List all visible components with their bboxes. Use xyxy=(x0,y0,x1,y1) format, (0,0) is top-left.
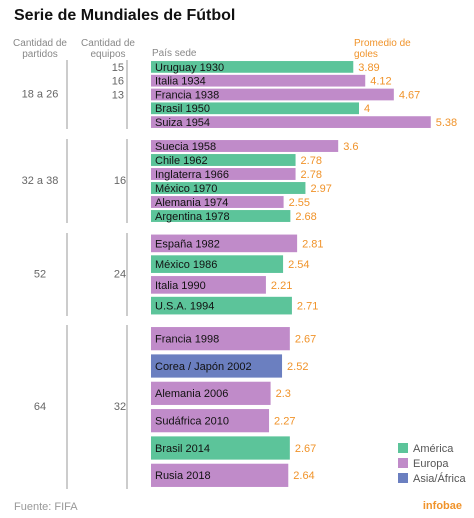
bar-label: España 1982 xyxy=(155,238,220,250)
value-label: 2.55 xyxy=(289,197,310,209)
bar-label: Rusia 2018 xyxy=(155,470,211,482)
bar xyxy=(151,196,284,208)
legend-label: Europa xyxy=(413,458,449,470)
bar xyxy=(151,234,298,253)
bar xyxy=(151,74,366,87)
bar xyxy=(151,88,394,101)
bar-label: Corea / Japón 2002 xyxy=(155,361,252,373)
bar-label: Brasil 2014 xyxy=(155,443,210,455)
bar xyxy=(151,436,290,460)
bar-label: Chile 1962 xyxy=(155,155,208,167)
partidos-label: 18 a 26 xyxy=(22,88,59,100)
header-equipos: Cantidad de equipos xyxy=(81,38,135,60)
value-label: 4.67 xyxy=(399,89,420,101)
bar xyxy=(151,463,289,487)
value-label: 4.12 xyxy=(370,76,391,88)
value-label: 2.81 xyxy=(302,238,323,250)
bar-label: Francia 1998 xyxy=(155,334,219,346)
value-label: 2.21 xyxy=(271,280,292,292)
value-label: 2.78 xyxy=(301,169,322,181)
legend-swatch xyxy=(398,473,408,483)
bar-label: Uruguay 1930 xyxy=(155,62,224,74)
bar xyxy=(151,61,354,73)
bar-label: Suiza 1954 xyxy=(155,117,210,129)
bar-label: Suecia 1958 xyxy=(155,141,216,153)
bar xyxy=(151,276,266,294)
value-label: 3.6 xyxy=(343,141,358,153)
equipos-label: 16 xyxy=(112,76,124,88)
bar-label: Italia 1990 xyxy=(155,280,206,292)
equipos-label: 15 xyxy=(112,62,124,74)
equipos-label: 32 xyxy=(114,401,126,413)
value-label: 2.54 xyxy=(288,259,309,271)
bar xyxy=(151,116,431,128)
bar xyxy=(151,381,271,405)
bar xyxy=(151,102,359,115)
value-label: 5.38 xyxy=(436,117,457,129)
bar-label: México 1970 xyxy=(155,183,217,195)
bar xyxy=(151,409,270,433)
bar xyxy=(151,168,296,180)
logo: infobae xyxy=(423,500,462,512)
bar xyxy=(151,354,283,378)
bar xyxy=(151,154,296,166)
header-partidos: Cantidad de partidos xyxy=(13,38,67,60)
legend-swatch xyxy=(398,443,408,453)
header-goles: Promedio de goles xyxy=(354,38,411,60)
legend-label: Asia/África xyxy=(413,472,466,485)
bar-label: Argentina 1978 xyxy=(155,211,230,223)
bar-label: México 1986 xyxy=(155,259,217,271)
value-label: 2.78 xyxy=(301,155,322,167)
value-label: 2.68 xyxy=(295,211,316,223)
chart-title: Serie de Mundiales de Fútbol xyxy=(14,7,236,24)
equipos-label: 13 xyxy=(112,89,124,101)
value-label: 2.71 xyxy=(297,301,318,313)
bar xyxy=(151,296,292,315)
bar xyxy=(151,182,306,194)
value-label: 2.3 xyxy=(276,388,291,400)
bar xyxy=(151,140,339,152)
bar xyxy=(151,210,291,222)
equipos-label: 24 xyxy=(114,268,126,280)
value-label: 2.52 xyxy=(287,361,308,373)
bar-label: Francia 1938 xyxy=(155,89,219,101)
bar-label: Alemania 1974 xyxy=(155,197,228,209)
partidos-label: 64 xyxy=(34,401,46,413)
bar-label: Brasil 1950 xyxy=(155,103,210,115)
equipos-label: 16 xyxy=(114,175,126,187)
value-label: 2.67 xyxy=(295,334,316,346)
header-sede: País sede xyxy=(152,48,197,59)
bar-label: Sudáfrica 2010 xyxy=(155,416,229,428)
bar-label: Inglaterra 1966 xyxy=(155,169,229,181)
value-label: 2.64 xyxy=(293,470,314,482)
bar xyxy=(151,255,284,273)
bar-label: Italia 1934 xyxy=(155,76,206,88)
value-label: 2.67 xyxy=(295,443,316,455)
value-label: 2.97 xyxy=(310,183,331,195)
bar-label: U.S.A. 1994 xyxy=(155,301,214,313)
bar-label: Alemania 2006 xyxy=(155,388,228,400)
legend-swatch xyxy=(398,458,408,468)
partidos-label: 52 xyxy=(34,268,46,280)
value-label: 2.27 xyxy=(274,416,295,428)
bar xyxy=(151,327,290,351)
partidos-label: 32 a 38 xyxy=(22,175,59,187)
source: Fuente: FIFA xyxy=(14,501,78,513)
legend-label: América xyxy=(413,443,454,455)
value-label: 3.89 xyxy=(358,62,379,74)
value-label: 4 xyxy=(364,103,370,115)
